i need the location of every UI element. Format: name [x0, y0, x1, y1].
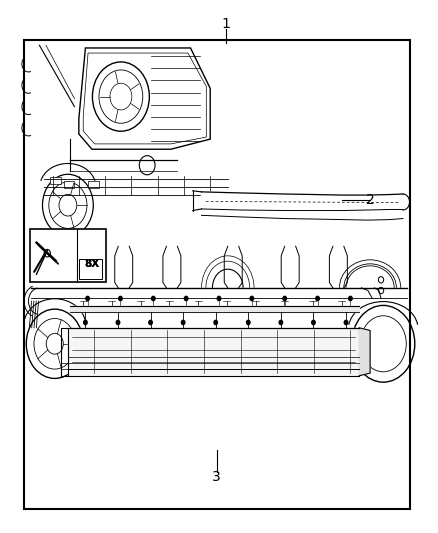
Circle shape [214, 320, 217, 325]
Polygon shape [70, 306, 359, 312]
FancyBboxPatch shape [78, 259, 102, 279]
Circle shape [152, 296, 155, 301]
Circle shape [250, 296, 254, 301]
Text: 1: 1 [221, 17, 230, 31]
Bar [30, 229, 106, 282]
Bar [24, 40, 410, 509]
Polygon shape [359, 328, 370, 376]
Circle shape [149, 320, 152, 325]
Circle shape [181, 320, 185, 325]
Circle shape [119, 296, 122, 301]
Circle shape [312, 320, 315, 325]
Text: 3: 3 [212, 470, 221, 484]
Bar [50, 177, 61, 184]
Circle shape [247, 320, 250, 325]
Circle shape [86, 296, 89, 301]
Circle shape [316, 296, 319, 301]
Circle shape [279, 320, 283, 325]
Text: 8X: 8X [84, 259, 99, 269]
Circle shape [184, 296, 188, 301]
Circle shape [344, 320, 348, 325]
Polygon shape [68, 328, 359, 376]
Polygon shape [201, 192, 403, 211]
Text: 8X: 8X [84, 259, 99, 269]
Circle shape [349, 296, 352, 301]
Text: 2: 2 [366, 193, 374, 207]
Circle shape [116, 320, 120, 325]
Circle shape [217, 296, 221, 301]
Circle shape [283, 296, 286, 301]
Circle shape [84, 320, 87, 325]
Bar [64, 181, 74, 188]
Bar [88, 181, 99, 188]
